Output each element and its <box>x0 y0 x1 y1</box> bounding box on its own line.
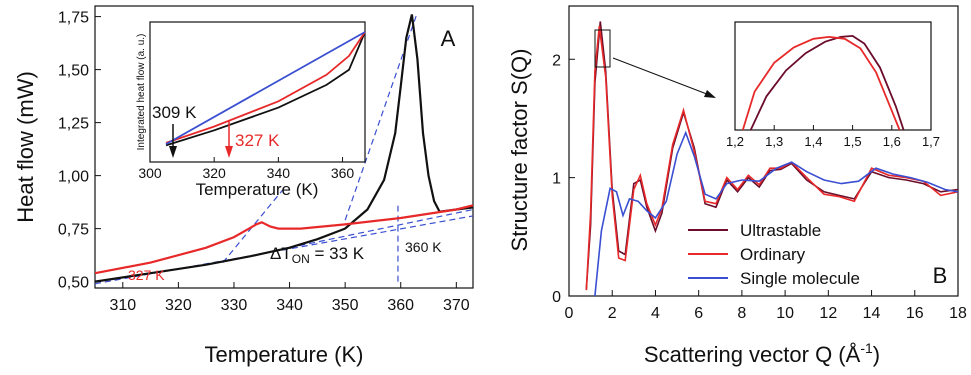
panel-b-x-tick-label: 2 <box>608 305 617 322</box>
panel-a-x-tick-label: 320 <box>165 297 192 314</box>
panel-a-inset-annotation-309k: 309 K <box>152 103 197 122</box>
panel-b-x-tick-label: 6 <box>694 305 703 322</box>
panel-b-x-tick-label: 10 <box>776 305 794 322</box>
panel-b-x-tick-label: 8 <box>737 305 746 322</box>
panel-a-y-tick-label: 1,75 <box>58 10 89 27</box>
panel-b-inset: 1,2 1,3 1,4 1,5 1,6 1,7 <box>726 21 940 149</box>
panel-b-inset-ticks: 1,2 1,3 1,4 1,5 1,6 1,7 <box>726 125 940 149</box>
legend-label-ultrastable: Ultrastable <box>740 221 821 240</box>
panel-a-inset-series-line-1 <box>165 31 366 144</box>
panel-a-inset-series <box>165 31 366 147</box>
panel-a-series <box>94 14 474 283</box>
panel-b-x-tick-label: 14 <box>863 305 881 322</box>
panel-b-series <box>585 21 959 297</box>
panel-a-inset-x-axis-label: Temperature (K) <box>196 180 319 199</box>
panel-a-y-tick-label: 1,50 <box>58 63 89 80</box>
panel-a-annotation-delta-t: ΔTON = 33 K <box>270 244 365 266</box>
panel-b-x-tick-label: 12 <box>819 305 837 322</box>
panel-b-y-tick-label: 0 <box>552 289 561 306</box>
panel-b-inset-x-tick-label: 1,2 <box>726 134 744 149</box>
panel-a-y-tick-label: 1,00 <box>58 169 89 186</box>
panel-a-series-line-1 <box>94 204 474 275</box>
panel-b-plot-frame <box>568 5 959 297</box>
panel-a-inset-arrowhead-309k <box>169 146 177 158</box>
panel-b-series-line-1 <box>585 26 959 291</box>
panel-b-x-tick-label: 4 <box>651 305 660 322</box>
panel-a-inset-x-tick-label: 360 <box>331 165 355 181</box>
legend-label-ordinary: Ordinary <box>740 245 806 264</box>
panel-b-inset-x-tick-label: 1,6 <box>883 134 901 149</box>
panel-a-plot-frame <box>94 5 474 289</box>
panel-b-legend: Ultrastable Ordinary Single molecule <box>688 221 860 288</box>
panel-b-x-axis-label: Scattering vector Q (Å-1) <box>644 340 880 367</box>
panel-a-inset-x-tick-label: 320 <box>202 165 226 181</box>
panel-a-annotation-327k: 327 K <box>128 267 165 283</box>
panel-a-inset-series-line-0 <box>165 31 366 147</box>
panel-b-label: B <box>933 263 948 288</box>
panel-a-y-tick-label: 0,50 <box>58 275 89 292</box>
panel-a-inset-x-tick-label: 300 <box>138 165 162 181</box>
panel-a-x-tick-label: 340 <box>276 297 303 314</box>
panel-b-inset-x-tick-label: 1,5 <box>844 134 862 149</box>
panel-a-inset-series-line-2 <box>165 31 366 145</box>
panel-a-inset-annotation-327k: 327 K <box>235 131 280 150</box>
panel-b-y-tick-label: 2 <box>552 52 561 69</box>
panel-a-annotation-360k: 360 K <box>405 239 442 255</box>
panel-b-zoom-arrow <box>612 57 713 97</box>
panel-b-y-axis-label: Structure factor S(Q) <box>507 49 532 252</box>
panel-a-ticks: 310 320 330 340 350 360 370 0,50 0,75 1,00 1,25 1,5… <box>58 10 470 314</box>
panel-b-inset-x-tick-label: 1,4 <box>804 134 822 149</box>
panel-b-x-tick-label: 16 <box>906 305 924 322</box>
panel-b-zoom-box <box>594 29 611 68</box>
panel-a-guide-line <box>222 187 285 263</box>
panel-b-zoom-arrowhead <box>704 90 716 98</box>
panel-a-x-tick-label: 310 <box>109 297 136 314</box>
panel-b-inset-x-tick-label: 1,7 <box>922 134 940 149</box>
panel-a-y-tick-label: 1,25 <box>58 116 89 133</box>
panel-a-inset-ticks: 300 320 340 360 <box>138 157 354 181</box>
panel-b-inset-x-tick-label: 1,3 <box>765 134 783 149</box>
panel-a-series-line-0 <box>94 14 474 283</box>
panel-a-y-axis-label: Heat flow (mW) <box>13 71 38 223</box>
panel-a-x-tick-label: 330 <box>221 297 248 314</box>
panel-b-inset-series-line-0 <box>749 34 905 131</box>
panel-a-y-tick-label: 0,75 <box>58 222 89 239</box>
panel-b-inset-series <box>741 34 905 131</box>
panel-a-inset-arrowhead-327k <box>225 146 233 158</box>
panel-a-x-tick-label: 350 <box>332 297 359 314</box>
panel-b-x-tick-label: 18 <box>949 305 967 322</box>
panel-a: 310 320 330 340 350 360 370 0,50 0,75 1,00 1,25 1,5… <box>13 5 474 367</box>
panel-b-x-tick-label: 0 <box>565 305 574 322</box>
panel-b-series-line-2 <box>594 130 959 297</box>
panel-a-x-tick-label: 370 <box>443 297 470 314</box>
panel-b-inset-series-line-1 <box>741 35 901 131</box>
panel-a-label: A <box>441 26 456 51</box>
panel-a-inset: 300 320 340 360 309 K 327 K Integrated heat… <box>136 21 366 199</box>
panel-a-inset-y-axis-label: Integrated heat flow (a. u.) <box>136 34 147 151</box>
panel-a-guide-line <box>289 208 474 249</box>
legend-label-single-molecule: Single molecule <box>740 269 860 288</box>
panel-a-x-tick-label: 360 <box>387 297 414 314</box>
panel-a-x-axis-label: Temperature (K) <box>205 342 364 367</box>
panel-b-y-tick-label: 1 <box>552 171 561 188</box>
panel-a-inset-x-tick-label: 340 <box>267 165 291 181</box>
